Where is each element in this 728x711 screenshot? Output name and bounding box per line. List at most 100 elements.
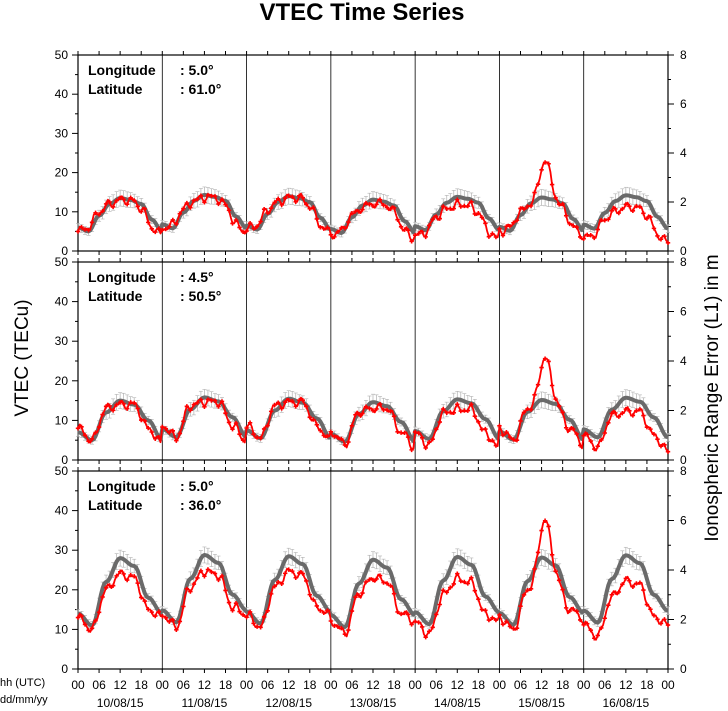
series-observed-point [384,205,390,210]
series-observed-point [567,221,572,227]
series-observed-point [546,161,551,166]
series-observed-point [560,410,565,415]
panel-frame [77,470,669,670]
series-observed-point [637,204,643,209]
series-observed-point [493,617,499,623]
series-observed-point [434,612,439,617]
series-observed-point [121,401,126,407]
series-observed-point [497,612,502,618]
series-observed-point [356,209,362,214]
series-observed-point [195,400,200,405]
series-observed-point [377,573,383,578]
series-observed-point [546,359,551,364]
x-hour-tick-label: 06 [92,678,106,692]
series-observed-point [332,434,337,439]
series-observed-point [86,438,91,444]
series-observed-point [188,589,193,594]
x-hour-tick-label: 00 [156,678,170,692]
latitude-value: : 61.0° [180,81,221,97]
x-hour-tick-label: 12 [535,678,549,692]
series-observed-point [335,435,341,440]
series-observed-point [247,609,253,615]
series-observed-point [616,210,622,216]
series-observed-point [504,430,509,435]
series-observed-point [388,206,393,212]
series-observed-point [412,619,418,624]
series-observed-point [149,429,154,435]
x-hour-tick-label: 06 [261,678,275,692]
series-observed-point [377,197,383,202]
series-observed-point [114,198,119,203]
x-hour-tick-label: 12 [451,678,465,692]
series-observed-point [472,413,478,419]
series-observed-point [181,206,186,211]
series-observed-point [539,167,544,173]
series-observed-point [181,419,186,424]
series-observed-point [332,234,337,240]
x-hour-tick-label: 00 [661,678,675,692]
series-observed-point [307,415,312,420]
series-observed-point [325,608,330,613]
panel-3: 0 10 20 30 40 50 0 2 4 6 8 Longitude: 5.0° Latitude:… [55,464,687,676]
series-observed-point [455,197,460,202]
series-observed-point [465,408,471,413]
series-observed-point [139,417,144,423]
series-observed-point [107,199,112,205]
series-observed-point [237,431,242,437]
longitude-label: Longitude [88,478,156,494]
series-observed-point [599,437,604,443]
series-observed-point [321,610,327,616]
series-observed-point [567,608,572,614]
series-observed-point [163,426,168,431]
series-observed-point [156,609,161,614]
series-observed-point [620,582,625,587]
series-observed-point [539,528,544,533]
series-observed-point [219,197,225,202]
series-observed-point [268,591,274,597]
series-observed-point [405,434,411,440]
series-observed-point [630,584,636,589]
series-observed-point [170,217,176,223]
series-observed-point [142,418,147,424]
series-observed-point [651,613,657,618]
series-observed-point [293,404,298,409]
series-observed-point [226,208,232,213]
series-observed-point [637,580,643,585]
series-observed-point [230,426,235,432]
series-observed-point [602,430,607,436]
series-observed-point [160,424,165,430]
x-axis-date-caption: dd/mm/yy [0,694,48,706]
series-observed-point [416,620,421,625]
series-observed-point [304,202,309,207]
series-observed-point [395,609,400,615]
x-day-label: 15/08/15 [518,696,565,710]
series-observed-point [286,398,291,403]
series-observed-point [599,625,604,631]
series-observed-point [339,625,344,631]
series-observed-point [177,211,183,216]
series-observed-point [637,407,643,412]
series-observed-point [146,425,151,431]
series-observed-point [553,195,558,200]
series-observed-point [419,624,425,630]
longitude-label: Longitude [88,62,156,78]
series-observed-point [167,224,172,229]
x-day-label: 16/08/15 [602,696,649,710]
series-observed-point [451,581,456,587]
x-day-label: 11/08/15 [182,696,228,710]
series-observed-point [497,423,502,428]
series-observed-point [620,206,625,212]
series-observed-point [226,600,232,605]
series-observed-point [261,614,267,620]
series-observed-point [188,408,193,413]
series-observed-point [514,218,520,223]
series-observed-point [588,438,593,444]
series-observed-point [363,579,369,585]
x-hour-tick-label: 18 [472,678,486,692]
series-observed-point [391,205,397,210]
series-observed-point [318,608,323,613]
series-observed-point [434,214,439,219]
series-observed-point [202,574,207,579]
series-observed-point [265,210,270,216]
series-observed-point [318,225,323,230]
